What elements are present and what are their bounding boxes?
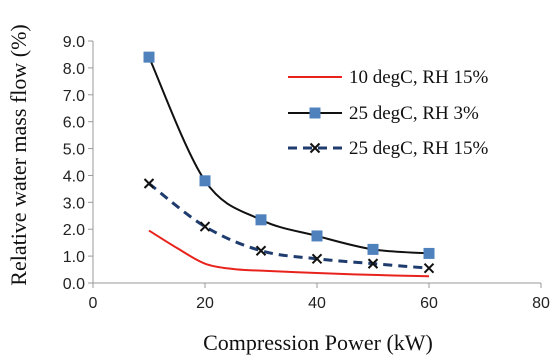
series-line [148,229,430,278]
data-point [367,243,379,255]
y-tick-label: 0.0 [63,276,85,293]
data-point [367,258,379,269]
data-point [311,230,323,242]
data-point [255,245,267,256]
data-point [255,214,267,226]
y-tick-label: 7.0 [63,88,85,105]
legend-label: 10 degC, RH 15% [349,67,489,88]
axes: 0.0 1.0 2.0 3.0 4.0 5.0 6.0 7.0 8.0 9.0 0 20 40 60 80 [63,34,550,312]
data-point [423,247,435,259]
series-line [148,182,430,270]
y-tick-label: 2.0 [63,222,85,239]
legend-item: 25 degC, RH 3% [288,103,479,124]
x-axis-title: Compression Power (kW) [203,330,433,355]
y-tick-label: 8.0 [63,61,85,78]
series-1 [148,229,430,278]
data-point [199,175,211,187]
series-layer [143,51,435,278]
legend-label: 25 degC, RH 15% [349,138,489,159]
series-3 [143,178,435,274]
data-point [199,221,211,232]
x-tick-label: 0 [89,295,98,312]
y-tick-label: 1.0 [63,249,85,266]
y-tick-label: 6.0 [63,115,85,132]
y-tick-label: 4.0 [63,168,85,185]
legend-marker [309,142,321,154]
x-tick-label: 20 [196,295,214,312]
data-point [143,178,155,189]
x-tick-label: 60 [420,295,438,312]
data-point [143,51,155,63]
y-axis-title: Relative water mass flow (%) [6,24,31,285]
y-tick-label: 3.0 [63,195,85,212]
y-tick-label: 9.0 [63,34,85,51]
data-point [311,253,323,265]
legend: 10 degC, RH 15% 25 degC, RH 3% 25 degC, RH… [288,67,489,159]
legend-item: 10 degC, RH 15% [288,67,489,88]
legend-item: 25 degC, RH 15% [288,138,489,159]
legend-marker [309,107,321,119]
x-tick-label: 80 [532,295,550,312]
legend-label: 25 degC, RH 3% [349,103,479,124]
x-tick-label: 40 [308,295,326,312]
y-tick-label: 5.0 [63,142,85,159]
series-2 [143,51,435,259]
data-point [423,263,435,274]
